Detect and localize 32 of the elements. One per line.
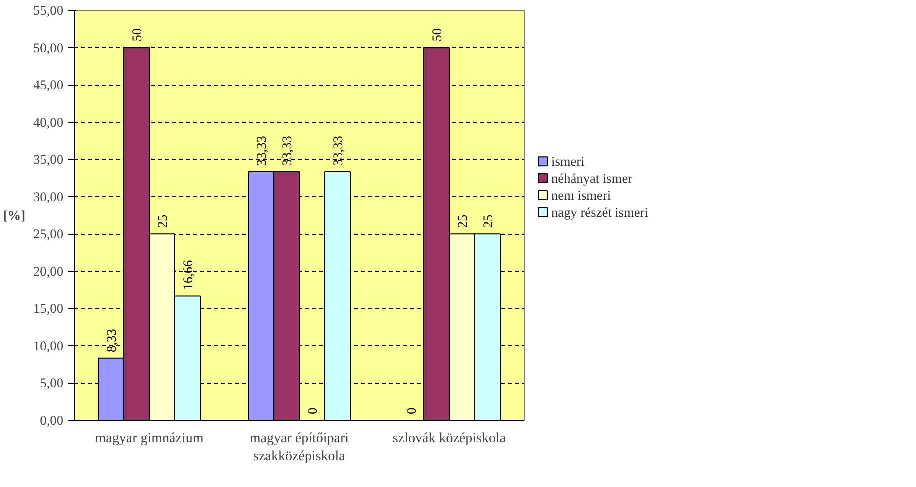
legend-label: néhányat ismer [552,171,634,186]
y-tick-label: 35,00 [34,152,64,168]
y-tick-label: 0,00 [40,413,64,428]
y-axis-title: [%] [3,208,26,223]
y-tick-label: 20,00 [34,264,64,279]
x-tick-label: magyar építőipari szakközépiskola [250,432,350,464]
x-tick-label: szlovák középiskola [392,432,507,446]
data-label: 0 [404,408,419,415]
data-label: 25 [480,214,496,228]
y-tick-label: 40,00 [34,114,64,130]
data-label: 25 [154,214,170,228]
legend-label: ismeri [552,154,586,170]
data-label: 50 [129,28,144,42]
y-tick-label: 30,00 [34,189,64,204]
data-label: 33,33 [330,136,346,166]
y-tick-label: 5,00 [40,376,64,391]
y-tick-label: 45,00 [34,78,64,93]
legend-label: nagy részét ismeri [552,204,649,220]
data-label: 33,33 [279,136,294,166]
y-tick-label: 15,00 [34,301,64,316]
legend-label: nem ismeri [552,188,612,203]
y-tick-label: 55,00 [34,3,64,18]
y-tick-label: 10,00 [34,338,64,354]
y-tick-label: 25,00 [34,226,64,242]
y-tick-label: 50,00 [34,40,64,56]
data-label: 50 [429,28,444,42]
x-tick-label: magyar gimnázium [95,432,204,446]
data-label: 8,33 [104,328,119,352]
data-label: 16,66 [180,260,196,290]
data-label: 33,33 [254,136,269,166]
data-label: 0 [304,408,320,415]
data-label: 25 [454,214,470,228]
